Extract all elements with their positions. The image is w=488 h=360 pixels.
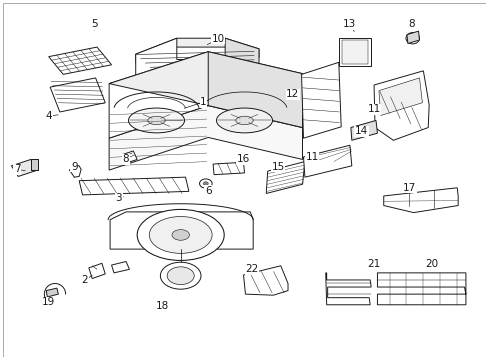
Polygon shape: [303, 145, 351, 177]
Text: 11: 11: [366, 104, 380, 114]
Text: 8: 8: [407, 19, 414, 29]
Text: 10: 10: [211, 34, 224, 44]
Text: 9: 9: [71, 162, 78, 171]
Text: 21: 21: [366, 259, 380, 269]
Ellipse shape: [405, 32, 419, 44]
Polygon shape: [208, 52, 302, 127]
Ellipse shape: [149, 216, 212, 253]
Polygon shape: [373, 71, 428, 140]
Text: 5: 5: [91, 19, 98, 29]
Text: 22: 22: [244, 264, 258, 274]
Polygon shape: [265, 162, 305, 193]
Polygon shape: [109, 52, 208, 138]
Polygon shape: [378, 78, 422, 116]
Polygon shape: [342, 40, 367, 64]
Text: 15: 15: [271, 162, 285, 171]
Ellipse shape: [128, 108, 184, 133]
Polygon shape: [79, 177, 188, 195]
Text: 18: 18: [155, 301, 168, 311]
Text: 4: 4: [45, 111, 52, 121]
Ellipse shape: [203, 182, 208, 185]
Polygon shape: [136, 38, 259, 63]
Ellipse shape: [147, 116, 165, 125]
Text: 3: 3: [115, 193, 122, 203]
Polygon shape: [111, 261, 129, 273]
Polygon shape: [46, 288, 58, 297]
Polygon shape: [301, 62, 341, 138]
Polygon shape: [109, 105, 302, 170]
Polygon shape: [350, 121, 377, 140]
Ellipse shape: [235, 116, 253, 125]
Ellipse shape: [137, 210, 224, 260]
Polygon shape: [338, 37, 370, 66]
Ellipse shape: [199, 179, 212, 188]
Text: 19: 19: [42, 297, 55, 307]
Text: 1: 1: [200, 97, 206, 107]
Polygon shape: [89, 263, 105, 279]
Polygon shape: [109, 52, 302, 127]
Polygon shape: [11, 159, 38, 176]
Ellipse shape: [216, 108, 272, 133]
Polygon shape: [406, 31, 419, 44]
Polygon shape: [136, 38, 224, 81]
Ellipse shape: [172, 230, 189, 240]
Polygon shape: [49, 47, 111, 75]
Text: 16: 16: [236, 154, 250, 165]
Polygon shape: [377, 273, 465, 305]
Polygon shape: [383, 188, 457, 213]
Text: 8: 8: [122, 154, 129, 165]
Polygon shape: [50, 78, 105, 112]
Polygon shape: [243, 266, 287, 295]
Text: 20: 20: [425, 259, 438, 269]
Ellipse shape: [160, 262, 201, 289]
Text: 2: 2: [81, 275, 88, 285]
Text: 7: 7: [14, 165, 20, 174]
Text: 6: 6: [204, 186, 211, 195]
Text: 11: 11: [305, 152, 318, 162]
Text: 13: 13: [343, 19, 356, 29]
Polygon shape: [224, 38, 259, 71]
Polygon shape: [122, 151, 137, 163]
Text: 17: 17: [403, 183, 416, 193]
Ellipse shape: [167, 267, 194, 284]
Polygon shape: [110, 212, 253, 249]
Text: 12: 12: [285, 89, 299, 99]
Text: 14: 14: [354, 126, 367, 136]
Polygon shape: [325, 273, 370, 305]
Polygon shape: [213, 162, 244, 175]
Polygon shape: [31, 159, 38, 170]
